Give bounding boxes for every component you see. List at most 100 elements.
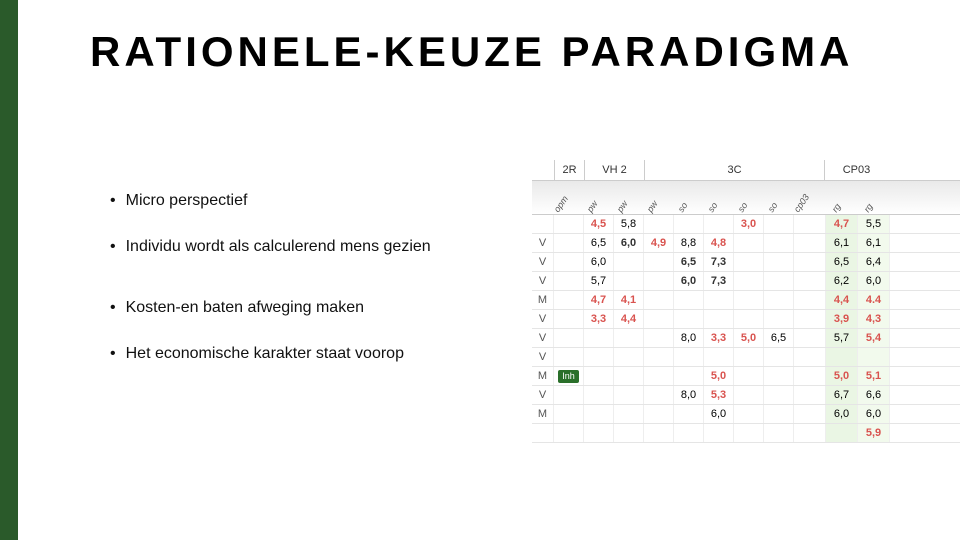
table-cell (704, 348, 734, 366)
slant-label: so (676, 200, 690, 214)
table-cell (794, 291, 826, 309)
table-cell (644, 424, 674, 442)
table-cell: 6,4 (858, 253, 890, 271)
table-cell: 5,7 (584, 272, 614, 290)
slant-header: rg (858, 181, 890, 214)
table-cell (764, 234, 794, 252)
grade-table-slant-header: opmpwpwpwsosososocp03rgrg (532, 181, 960, 215)
table-cell (794, 272, 826, 290)
accent-bar (0, 0, 18, 540)
table-cell: 6,0 (858, 405, 890, 423)
table-cell (644, 291, 674, 309)
table-cell (554, 215, 584, 233)
column-group-header: 2R (554, 160, 584, 180)
table-cell: 5,9 (858, 424, 890, 442)
table-row: MInh5,05,05,1 (532, 367, 960, 386)
table-row: V3,34,43,94,3 (532, 310, 960, 329)
table-cell: 3,3 (704, 329, 734, 347)
slant-header: pw (644, 181, 674, 214)
table-cell: 6,6 (858, 386, 890, 404)
table-cell: 5,8 (614, 215, 644, 233)
table-cell: 7,3 (704, 253, 734, 271)
slant-label: pw (615, 199, 630, 214)
table-cell (734, 272, 764, 290)
table-cell (554, 329, 584, 347)
slant-label: rg (862, 202, 875, 214)
table-cell (794, 234, 826, 252)
table-cell: 6,2 (826, 272, 858, 290)
column-group-header: VH 2 (584, 160, 644, 180)
table-cell (644, 367, 674, 385)
table-cell (644, 215, 674, 233)
bullet-item: Individu wordt als calculerend mens gezi… (110, 236, 490, 258)
row-label: V (532, 234, 554, 252)
table-cell (764, 272, 794, 290)
grade-table-body: 4,55,83,04,75,5V6,56,04,98,84,86,16,1V6,… (532, 215, 960, 443)
row-label: V (532, 310, 554, 328)
table-cell (826, 348, 858, 366)
bullet-list: Micro perspectief Individu wordt als cal… (110, 190, 490, 388)
table-cell: 6,0 (674, 272, 704, 290)
table-cell (704, 310, 734, 328)
table-cell (704, 291, 734, 309)
table-cell: 4,7 (826, 215, 858, 233)
table-cell (734, 386, 764, 404)
table-cell (794, 386, 826, 404)
table-cell (584, 329, 614, 347)
table-cell: 7,3 (704, 272, 734, 290)
table-cell (858, 348, 890, 366)
table-cell (794, 215, 826, 233)
table-cell (614, 253, 644, 271)
row-label: M (532, 405, 554, 423)
page-title: RATIONELE-KEUZE PARADIGMA (90, 28, 853, 76)
table-cell: 4,1 (614, 291, 644, 309)
slant-header: so (704, 181, 734, 214)
table-cell: 4,3 (858, 310, 890, 328)
table-cell (794, 367, 826, 385)
table-cell (644, 405, 674, 423)
table-cell (734, 405, 764, 423)
table-cell (554, 386, 584, 404)
table-cell (734, 348, 764, 366)
table-cell: 5,1 (858, 367, 890, 385)
table-cell (554, 234, 584, 252)
table-cell (674, 348, 704, 366)
slant-label: pw (585, 199, 600, 214)
column-group-header: 3C (644, 160, 824, 180)
table-cell: 3,3 (584, 310, 614, 328)
table-cell (674, 367, 704, 385)
table-cell (764, 253, 794, 271)
slant-label: so (736, 200, 750, 214)
table-cell (644, 329, 674, 347)
slant-header: rg (826, 181, 858, 214)
table-cell (734, 253, 764, 271)
row-label: V (532, 272, 554, 290)
table-cell (794, 329, 826, 347)
table-cell (794, 253, 826, 271)
table-cell (734, 367, 764, 385)
row-label: V (532, 253, 554, 271)
table-cell (554, 348, 584, 366)
table-cell: 5,7 (826, 329, 858, 347)
slant-header: cp03 (794, 181, 826, 214)
slant-header: opm (554, 181, 584, 214)
table-cell (794, 405, 826, 423)
slant-label: so (766, 200, 780, 214)
table-cell: 6,0 (584, 253, 614, 271)
table-cell: 6,5 (584, 234, 614, 252)
slant-label: opm (552, 194, 570, 214)
table-cell (644, 386, 674, 404)
table-cell (794, 424, 826, 442)
table-cell (764, 424, 794, 442)
table-cell (764, 367, 794, 385)
row-label (532, 424, 554, 442)
column-group-header: CP03 (824, 160, 888, 180)
slant-spacer (532, 181, 554, 214)
table-cell: 6,1 (826, 234, 858, 252)
table-cell (674, 215, 704, 233)
table-cell (674, 424, 704, 442)
table-cell (614, 272, 644, 290)
table-row: M4,74,14,44.4 (532, 291, 960, 310)
table-cell (554, 424, 584, 442)
grade-table: 2RVH 23CCP03 opmpwpwpwsosososocp03rgrg 4… (532, 160, 960, 443)
